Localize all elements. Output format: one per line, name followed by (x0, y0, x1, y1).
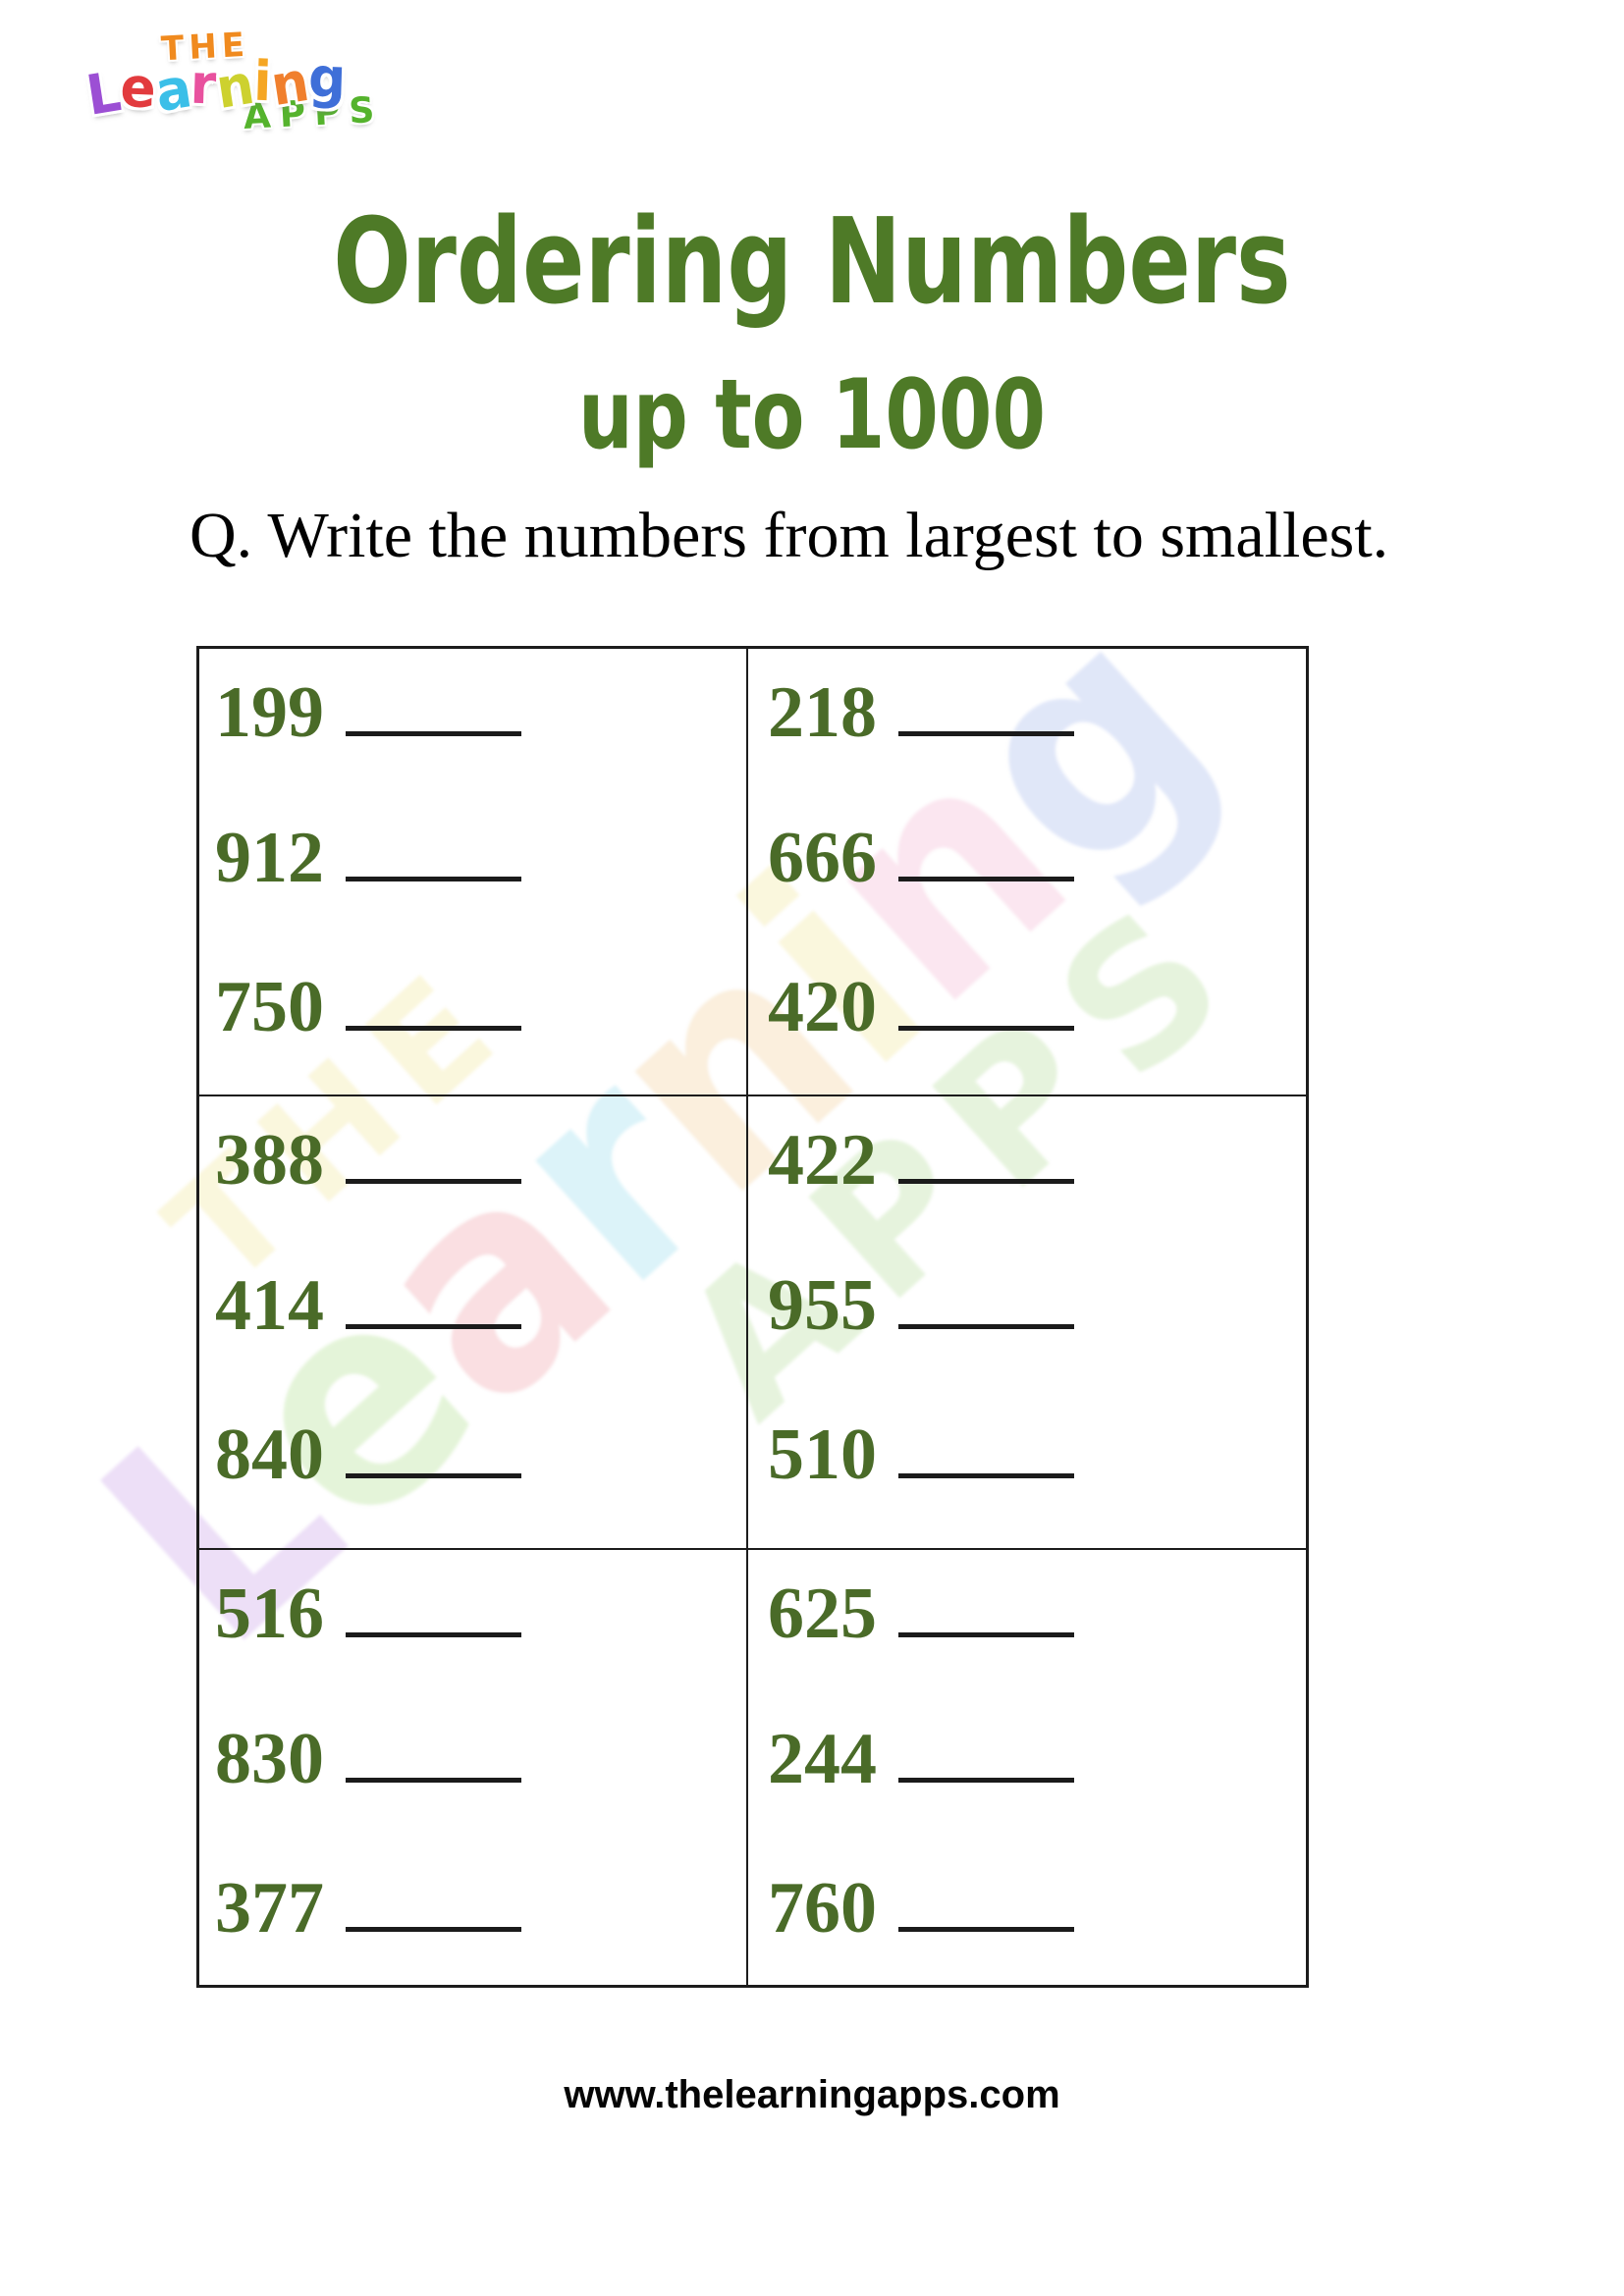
number-label: 244 (768, 1719, 877, 1799)
exercise-item: 377 (215, 1872, 521, 1945)
exercise-item: 414 (215, 1269, 521, 1342)
number-label: 218 (768, 672, 877, 753)
answer-blank[interactable] (898, 1026, 1074, 1031)
table-cell-r2-left: 388 414 840 (199, 1096, 748, 1550)
number-label: 388 (215, 1120, 324, 1201)
number-label: 516 (215, 1574, 324, 1654)
number-label: 377 (215, 1868, 324, 1949)
table-cell-r2-right: 422 955 510 (748, 1096, 1306, 1550)
answer-blank[interactable] (898, 1179, 1074, 1184)
exercise-item: 830 (215, 1723, 521, 1795)
exercise-item: 750 (215, 971, 521, 1043)
answer-blank[interactable] (898, 1927, 1074, 1932)
worksheet-table: 199 912 750 218 666 420 388 414 840 422 … (196, 646, 1309, 1988)
page-title-line2: up to 1000 (577, 359, 1047, 471)
answer-blank[interactable] (898, 1324, 1074, 1329)
number-label: 830 (215, 1719, 324, 1799)
number-label: 420 (768, 967, 877, 1047)
website-url: www.thelearningapps.com (564, 2073, 1060, 2116)
table-cell-r1-right: 218 666 420 (748, 649, 1306, 1096)
exercise-item: 422 (768, 1124, 1074, 1197)
answer-blank[interactable] (346, 1778, 521, 1783)
table-cell-r3-right: 625 244 760 (748, 1550, 1306, 1985)
question-text: Q. Write the numbers from largest to sma… (189, 500, 1389, 571)
exercise-item: 912 (215, 822, 521, 894)
answer-blank[interactable] (898, 731, 1074, 736)
table-cell-r1-left: 199 912 750 (199, 649, 748, 1096)
exercise-item: 840 (215, 1418, 521, 1491)
answer-blank[interactable] (346, 877, 521, 881)
exercise-item: 955 (768, 1269, 1074, 1342)
number-label: 422 (768, 1120, 877, 1201)
answer-blank[interactable] (346, 1473, 521, 1478)
table-cell-r3-left: 516 830 377 (199, 1550, 748, 1985)
exercise-item: 199 (215, 676, 521, 749)
page-title-line1: Ordering Numbers (333, 194, 1291, 331)
exercise-item: 516 (215, 1577, 521, 1650)
exercise-item: 388 (215, 1124, 521, 1197)
number-label: 760 (768, 1868, 877, 1949)
answer-blank[interactable] (898, 1778, 1074, 1783)
logo-learning-text: Learning (81, 45, 348, 129)
answer-blank[interactable] (346, 731, 521, 736)
number-label: 666 (768, 818, 877, 898)
number-label: 912 (215, 818, 324, 898)
exercise-item: 420 (768, 971, 1074, 1043)
answer-blank[interactable] (346, 1927, 521, 1932)
number-label: 625 (768, 1574, 877, 1654)
answer-blank[interactable] (898, 1632, 1074, 1637)
answer-blank[interactable] (898, 1473, 1074, 1478)
learning-apps-logo: THE Learning APPS (81, 18, 404, 146)
number-label: 199 (215, 672, 324, 753)
answer-blank[interactable] (346, 1026, 521, 1031)
number-label: 414 (215, 1265, 324, 1346)
exercise-item: 666 (768, 822, 1074, 894)
number-label: 955 (768, 1265, 877, 1346)
number-label: 510 (768, 1415, 877, 1495)
answer-blank[interactable] (898, 877, 1074, 881)
number-label: 840 (215, 1415, 324, 1495)
exercise-item: 510 (768, 1418, 1074, 1491)
exercise-item: 760 (768, 1872, 1074, 1945)
answer-blank[interactable] (346, 1632, 521, 1637)
exercise-item: 625 (768, 1577, 1074, 1650)
exercise-item: 244 (768, 1723, 1074, 1795)
answer-blank[interactable] (346, 1324, 521, 1329)
exercise-item: 218 (768, 676, 1074, 749)
number-label: 750 (215, 967, 324, 1047)
answer-blank[interactable] (346, 1179, 521, 1184)
